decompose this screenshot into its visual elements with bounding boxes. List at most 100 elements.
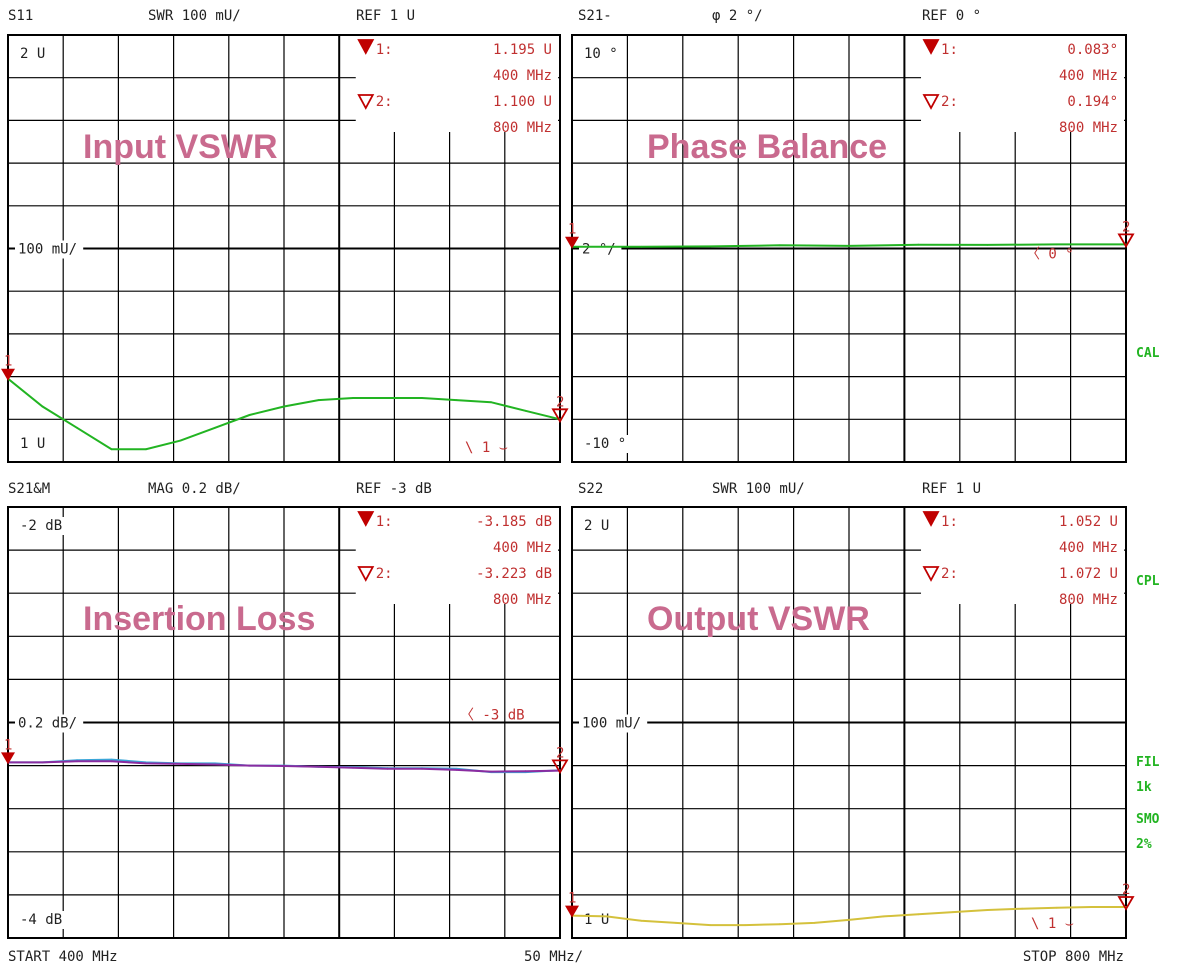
trace-point <box>1090 906 1093 908</box>
panel-scale: MAG 0.2 dB/ <box>148 481 241 497</box>
bottom-scale-label: 1 U <box>20 436 45 452</box>
trace-point <box>778 244 781 247</box>
trace-point <box>352 397 354 399</box>
marker-1-value: 0.083° <box>1067 42 1118 58</box>
trace-point <box>778 923 781 926</box>
mid-scale-label-bg <box>15 714 84 733</box>
trace-point <box>709 245 712 248</box>
marker-readout-bg <box>921 36 1124 132</box>
panel-param: S11 <box>8 8 33 24</box>
status-annotations: CAL CPL FIL 1k SMO 2% <box>1136 346 1160 852</box>
panel-scale: SWR 100 mU/ <box>148 8 241 24</box>
marker-1-num: 1: <box>376 42 393 58</box>
trace-point <box>455 399 458 401</box>
panel-scale: SWR 100 mU/ <box>712 481 805 497</box>
footer: START 400 MHz 50 MHz/STOP 800 MHz <box>8 949 1124 965</box>
trace-point <box>317 399 320 401</box>
marker-2-value: -3.223 dB <box>476 566 552 582</box>
bottom-scale-label: -4 dB <box>20 912 62 928</box>
marker-readout-bg <box>355 508 558 604</box>
status-label: 1k <box>1136 780 1152 795</box>
trace-point <box>640 245 643 248</box>
marker-2-symbol <box>922 566 940 582</box>
marker-2-trace-label: 2 <box>556 394 564 410</box>
panel-4: S22 SWR 100 mU/REF 1 U 2 U 100 mU/1 U Output… <box>565 481 1135 939</box>
marker-1-on-trace <box>565 236 579 249</box>
top-scale-label: 2 U <box>584 518 609 534</box>
marker-2-symbol <box>357 566 375 582</box>
top-scale-label-bg <box>581 517 615 535</box>
trace-point <box>524 770 527 773</box>
top-scale-label-bg <box>17 45 51 63</box>
trace-point <box>76 426 78 429</box>
marker-1-freq: 400 MHz <box>1059 540 1118 556</box>
panel-title: Phase Balance <box>647 128 887 166</box>
marker-2-on-trace <box>551 408 569 424</box>
trace-point <box>386 767 389 770</box>
mid-scale-label-bg <box>579 714 648 733</box>
trace-point <box>110 448 113 451</box>
marker-1-on-trace <box>1 368 15 381</box>
trace-point <box>41 761 44 764</box>
marker-1-value: -3.185 dB <box>476 514 552 530</box>
start-frequency: START 400 MHz <box>8 949 118 965</box>
trace-point <box>214 426 216 429</box>
marker-2-on-trace <box>1117 233 1135 249</box>
bottom-scale-label-bg <box>581 435 632 453</box>
trace-point <box>917 913 920 916</box>
marker-1-num: 1: <box>941 514 958 530</box>
top-scale-label-bg <box>17 517 68 535</box>
trace-point <box>145 762 147 765</box>
trace-point <box>179 763 182 765</box>
trace-point <box>848 919 850 921</box>
panel-scale: φ 2 °/ <box>712 8 763 24</box>
top-scale-label: 10 ° <box>584 46 618 62</box>
panel-param: S21&M <box>8 481 50 497</box>
trace-point <box>41 405 44 408</box>
panel-title: Input VSWR <box>83 128 278 166</box>
marker-2-symbol <box>922 94 940 110</box>
mid-scale-label-bg <box>579 240 622 259</box>
marker-2-value: 1.072 U <box>1059 566 1118 582</box>
marker-1-num: 1: <box>376 514 393 530</box>
trace-point <box>110 758 113 761</box>
trace-point <box>813 922 816 924</box>
marker-2-num: 2: <box>376 94 393 110</box>
trace-point <box>605 915 608 918</box>
marker-1-symbol <box>922 39 940 55</box>
marker-2-trace-label: 2 <box>1122 882 1130 898</box>
mid-scale-label: 0.2 dB/ <box>18 716 77 732</box>
status-label: FIL <box>1136 755 1160 770</box>
mid-scale-label: 2 °/ <box>582 242 616 258</box>
trace-point <box>848 245 850 247</box>
marker-2-freq: 800 MHz <box>493 120 552 136</box>
marker-2-on-trace <box>1117 896 1135 911</box>
trace-point <box>917 243 920 246</box>
trace-point <box>640 919 643 922</box>
trace-point <box>709 924 712 926</box>
trace-point <box>421 397 423 399</box>
mid-scale-label: 100 mU/ <box>582 716 641 732</box>
bottom-scale-label: -10 ° <box>584 436 626 452</box>
marker-2-on-trace <box>551 759 569 775</box>
marker-2-trace-label: 2 <box>556 745 564 761</box>
marker-1-symbol <box>922 511 940 527</box>
trace-point <box>986 909 989 911</box>
marker-1-trace-label: 1 <box>4 737 12 753</box>
marker-1-num: 1: <box>941 42 958 58</box>
marker-1-freq: 400 MHz <box>493 68 552 84</box>
marker-2-trace-label: 2 <box>1122 219 1130 235</box>
marker-1-trace-label: 1 <box>4 354 12 370</box>
trace-point <box>744 924 746 926</box>
bottom-scale-label: 1 U <box>584 912 609 928</box>
marker-2-freq: 800 MHz <box>493 592 552 608</box>
trace-point <box>490 770 492 773</box>
trace-point <box>986 244 989 246</box>
top-scale-label-bg <box>581 45 624 63</box>
status-label: 2% <box>1136 837 1152 852</box>
bottom-scale-label-bg <box>17 911 68 929</box>
marker-1-value: 1.052 U <box>1059 514 1118 530</box>
reference-arrow: \ 1 ⌣ <box>465 440 508 456</box>
bottom-scale-label-bg <box>17 435 51 453</box>
